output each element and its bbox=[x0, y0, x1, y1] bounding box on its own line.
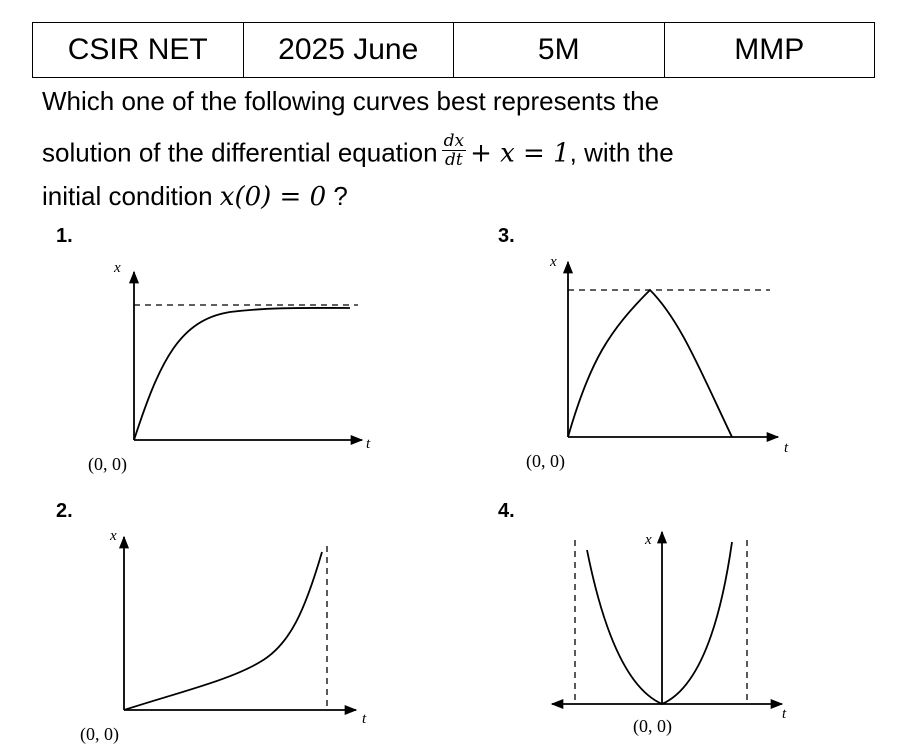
option-1-curve bbox=[133, 307, 351, 441]
initial-condition: x(0) = 0 bbox=[219, 182, 327, 212]
option-2-curve bbox=[123, 551, 323, 711]
option-3-number: 3. bbox=[498, 225, 515, 247]
fraction-denominator: dt bbox=[444, 150, 463, 170]
header-table: CSIR NET 2025 June 5M MMP bbox=[32, 22, 875, 78]
option-1-x-label: t bbox=[366, 436, 371, 452]
option-3-curve bbox=[567, 288, 733, 438]
option-3-graph: x t (0, 0) bbox=[526, 254, 789, 472]
question-line-2: solution of the differential equation dx d… bbox=[42, 132, 674, 173]
header-subject: MMP bbox=[663, 22, 875, 78]
option-3-origin-label: (0, 0) bbox=[526, 451, 565, 472]
option-2-origin-label: (0, 0) bbox=[80, 724, 119, 745]
option-1-origin-label: (0, 0) bbox=[88, 454, 127, 475]
question-line-1: Which one of the following curves best r… bbox=[42, 86, 660, 116]
option-2-number: 2. bbox=[56, 500, 73, 522]
derivative-fraction: dx dt bbox=[441, 131, 467, 170]
question-line-3-suffix: ? bbox=[326, 181, 348, 211]
fraction-numerator: dx bbox=[441, 131, 467, 151]
option-2-y-label: x bbox=[109, 528, 117, 544]
option-4-number: 4. bbox=[498, 500, 515, 522]
option-2-x-label: t bbox=[362, 711, 367, 727]
option-2-graph: x t (0, 0) bbox=[80, 528, 367, 745]
question-line-3-prefix: initial condition bbox=[42, 181, 213, 211]
header-exam: CSIR NET bbox=[32, 22, 244, 78]
option-3-y-label: x bbox=[549, 254, 557, 270]
header-session: 2025 June bbox=[242, 22, 454, 78]
option-4-y-label: x bbox=[644, 532, 652, 548]
equation-rest: + x = 1 bbox=[470, 138, 570, 169]
option-4-x-label: t bbox=[782, 706, 787, 722]
option-4-graph: x t (0, 0) bbox=[550, 530, 787, 737]
option-3-x-label: t bbox=[784, 440, 789, 456]
question-line-3: initial condition x(0) = 0 ? bbox=[42, 181, 348, 212]
option-1-number: 1. bbox=[56, 225, 73, 247]
header-marks: 5M bbox=[453, 22, 665, 78]
question-line-2-prefix: solution of the differential equation bbox=[42, 137, 438, 168]
option-1-y-label: x bbox=[113, 260, 121, 276]
option-4-origin-label: (0, 0) bbox=[633, 716, 672, 737]
question-line-2-suffix: , with the bbox=[569, 137, 674, 168]
option-1-graph: x t (0, 0) bbox=[88, 260, 371, 475]
option-4-curve bbox=[586, 541, 733, 705]
